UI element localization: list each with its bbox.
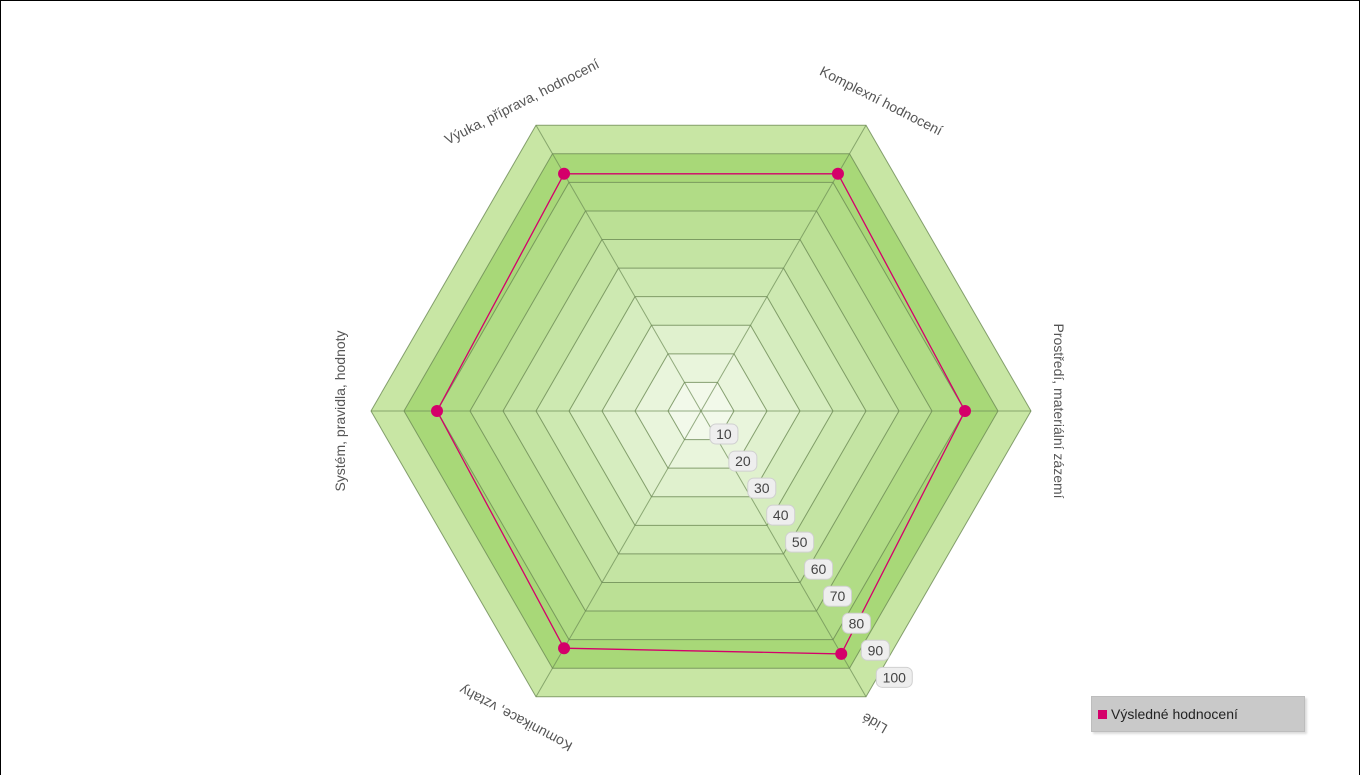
data-point-3[interactable] — [558, 642, 571, 655]
series-layer — [431, 167, 971, 660]
data-point-2[interactable] — [835, 647, 848, 660]
tick-label: 100 — [883, 669, 907, 685]
tick-100: 100 — [875, 666, 913, 688]
tick-label: 40 — [773, 507, 789, 523]
tick-box — [860, 639, 890, 661]
tick-box — [875, 666, 913, 688]
axis-label-4: Systém, pravidla, hodnoty — [332, 330, 348, 491]
tick-30: 30 — [747, 477, 777, 499]
tick-40: 40 — [766, 504, 796, 526]
tick-label: 50 — [792, 534, 808, 550]
tick-box — [728, 450, 758, 472]
axis-label-2: Lidé — [859, 710, 890, 737]
tick-box — [785, 531, 815, 553]
tick-label: 90 — [868, 642, 884, 658]
data-point-5[interactable] — [558, 167, 571, 180]
tick-box — [822, 585, 852, 607]
tick-box — [841, 612, 871, 634]
legend[interactable]: Výsledné hodnocení — [1091, 696, 1305, 732]
data-point-4[interactable] — [431, 405, 443, 417]
tick-box — [747, 477, 777, 499]
tick-box — [766, 504, 796, 526]
tick-90: 90 — [860, 639, 890, 661]
tick-label: 60 — [811, 561, 827, 577]
tick-box — [709, 423, 739, 445]
tick-label: 20 — [735, 453, 751, 469]
tick-50: 50 — [785, 531, 815, 553]
legend-swatch — [1098, 709, 1107, 719]
tick-label: 30 — [754, 480, 770, 496]
tick-box — [804, 558, 834, 580]
tick-20: 20 — [728, 450, 758, 472]
axis-label-1: Prostředí, materiální zázemí — [1051, 323, 1067, 498]
tick-70: 70 — [822, 585, 852, 607]
tick-label: 10 — [716, 426, 732, 442]
legend-label: Výsledné hodnocení — [1111, 706, 1238, 722]
tick-label: 80 — [849, 615, 865, 631]
tick-label: 70 — [830, 588, 846, 604]
tick-80: 80 — [841, 612, 871, 634]
data-point-0[interactable] — [831, 167, 844, 180]
tick-60: 60 — [804, 558, 834, 580]
data-point-1[interactable] — [959, 405, 971, 417]
tick-10: 10 — [709, 423, 739, 445]
